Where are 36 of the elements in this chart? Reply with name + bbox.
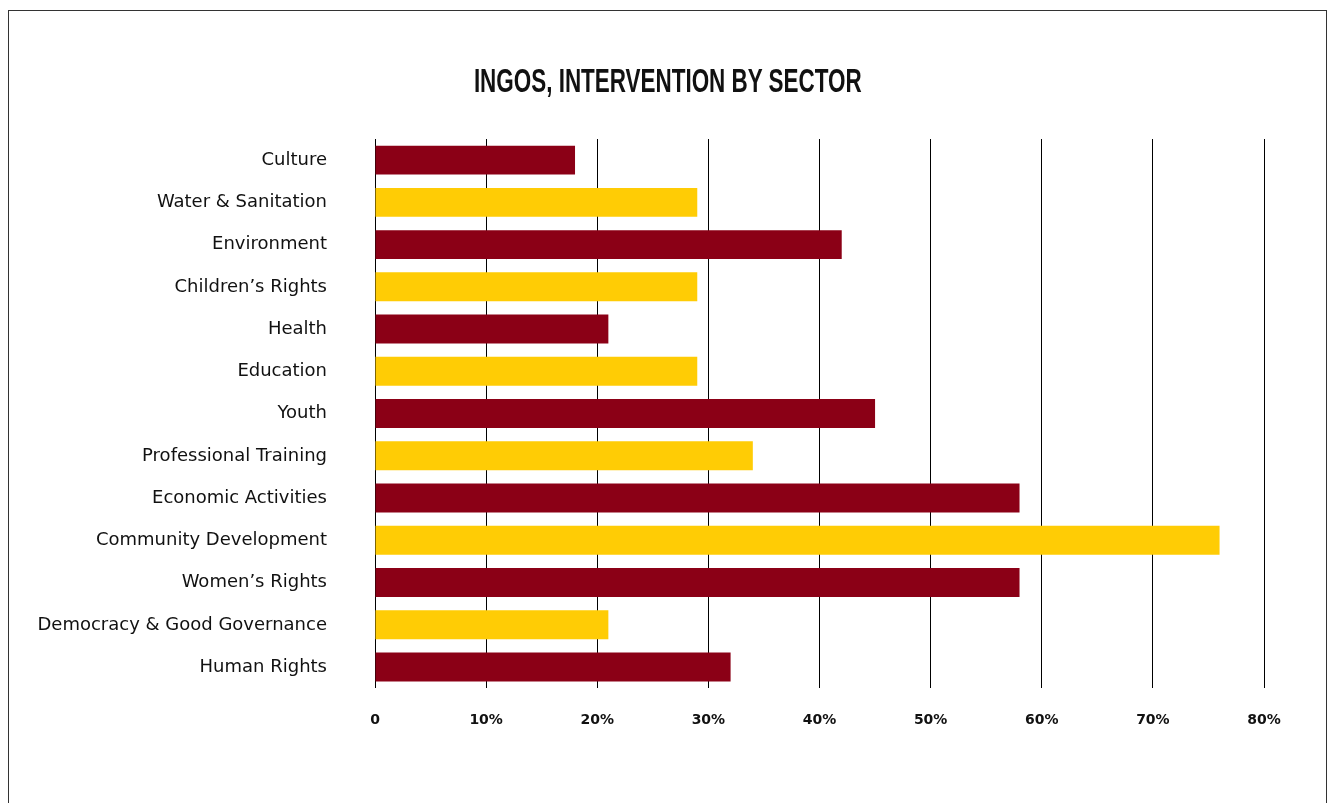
- y-tick-label: Health: [267, 316, 327, 338]
- x-tick-label: 40%: [802, 711, 837, 728]
- y-tick-label: Environment: [212, 232, 327, 254]
- x-tick-label: 50%: [913, 711, 948, 728]
- bar: [375, 145, 576, 175]
- bar: [375, 187, 698, 217]
- x-tick-label: 0: [370, 711, 381, 728]
- y-tick-label: Professional Training: [142, 443, 327, 465]
- y-tick-label: Children’s Rights: [174, 274, 327, 296]
- bar: [375, 610, 609, 640]
- y-tick-label: Education: [237, 359, 327, 381]
- bar: [375, 525, 1220, 555]
- x-tick-label: 10%: [469, 711, 503, 728]
- y-tick-label: Water & Sanitation: [156, 190, 327, 212]
- x-tick-label: 70%: [1136, 711, 1170, 728]
- bar: [375, 483, 1020, 513]
- y-tick-label: Women’s Rights: [181, 570, 327, 592]
- y-tick-label: Culture: [261, 147, 327, 169]
- x-tick-label: 80%: [1247, 711, 1281, 728]
- y-tick-label: Economic Activities: [152, 485, 327, 507]
- bar: [375, 652, 731, 682]
- y-tick-label: Community Development: [95, 528, 327, 550]
- bar: [375, 272, 698, 302]
- x-tick-label: 60%: [1024, 711, 1059, 728]
- bar: [375, 399, 876, 429]
- bar: [375, 568, 1020, 598]
- x-tick-label: 20%: [580, 711, 615, 728]
- chart-title: INGOS, INTERVENTION BY SECTOR: [473, 60, 862, 100]
- bar: [375, 356, 698, 386]
- y-tick-label: Democracy & Good Governance: [37, 612, 327, 634]
- bar: [375, 314, 609, 344]
- y-tick-label: Youth: [276, 401, 327, 423]
- x-tick-label: 30%: [691, 711, 726, 728]
- bar: [375, 230, 842, 260]
- bar: [375, 441, 753, 471]
- y-tick-label: Human Rights: [199, 654, 327, 676]
